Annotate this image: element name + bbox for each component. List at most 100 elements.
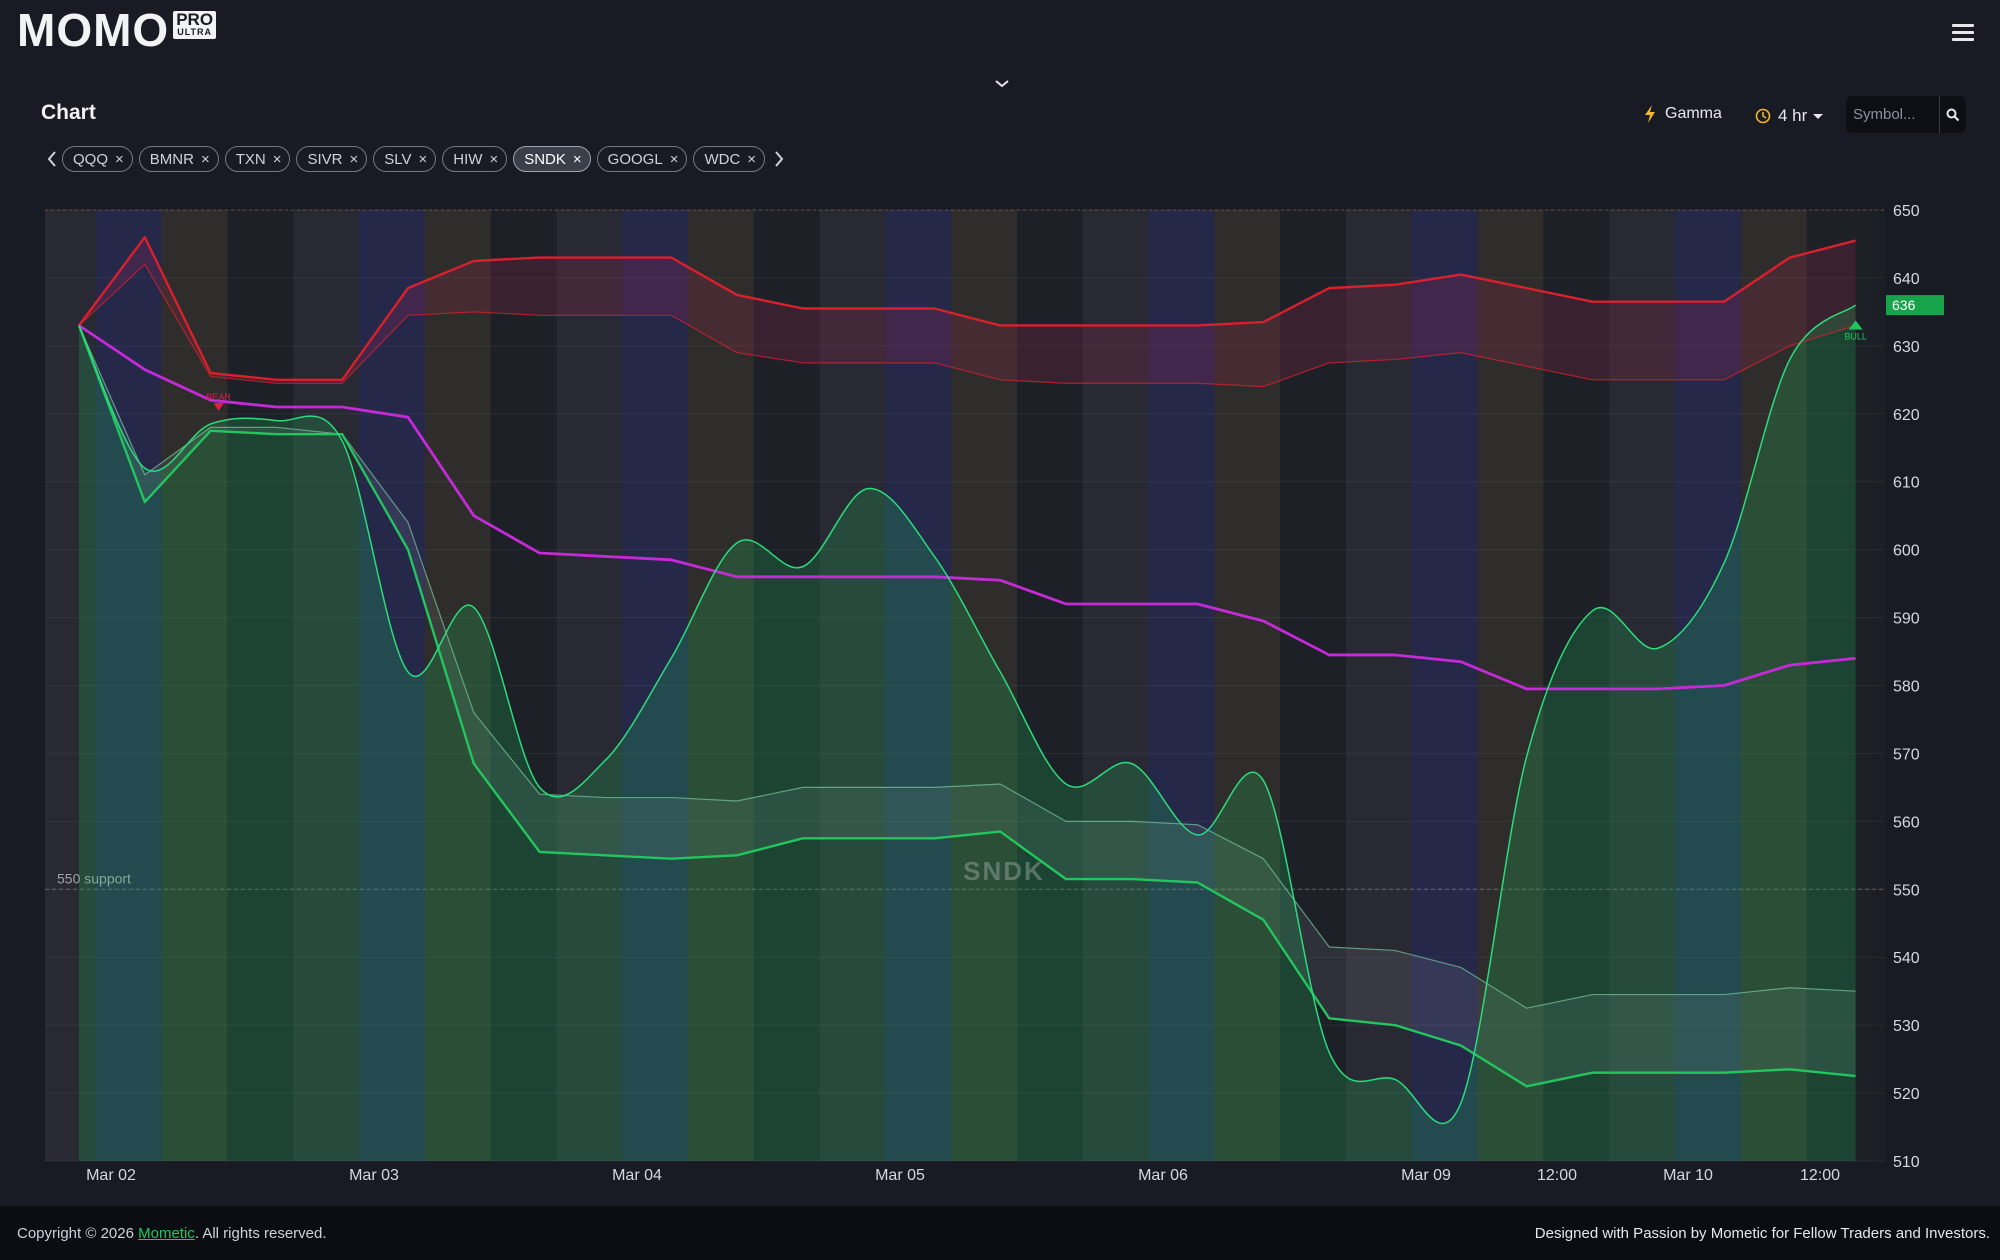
tab-label: WDC [704,150,741,168]
session-band [490,210,557,1161]
x-tick-label: Mar 02 [86,1167,136,1184]
close-icon[interactable]: × [489,150,499,168]
bull-marker-icon [1848,320,1863,330]
y-tick-label: 580 [1893,679,1920,696]
lower-inner-line [78,325,1856,1009]
close-icon[interactable]: × [747,150,757,168]
session-band [951,210,1017,1161]
watermark: SNDK [963,856,1045,886]
page-title: Chart [41,101,96,124]
close-icon[interactable]: × [669,150,679,168]
session-band [1411,210,1478,1161]
close-icon[interactable]: × [572,150,582,168]
upper-band-fill [79,237,1856,387]
tab-label: SLV [384,150,412,168]
y-tick-label: 640 [1893,271,1920,288]
support-label: 550 support [57,870,131,886]
y-tick-label: 610 [1893,475,1920,492]
x-tick-label: Mar 04 [612,1167,662,1184]
tab-qqq[interactable]: QQQ × [62,146,133,172]
close-icon[interactable]: × [418,150,428,168]
tab-wdc[interactable]: WDC × [693,146,766,172]
session-band [1477,210,1544,1161]
close-icon[interactable]: × [115,150,124,168]
session-band [1609,210,1675,1161]
y-tick-label: 650 [1893,203,1920,220]
logo-badge-ultra: ULTRA [177,27,213,37]
logo-badge: PRO ULTRA [173,11,217,39]
session-band [1148,210,1215,1161]
y-tick-label: 620 [1893,407,1920,424]
bear-marker-icon [213,402,224,411]
logo-text: MOMO [17,4,170,56]
tabs-prev-button[interactable] [44,149,60,169]
gamma-label: Gamma [1665,105,1722,122]
close-icon[interactable]: × [272,150,282,168]
price-chart[interactable]: 650 640 630 620 610 600 590 580 570 560 550 540 530 5… [0,195,2000,1206]
tab-label: BMNR [149,150,194,168]
interval-label: 4 hr [1778,106,1808,125]
y-tick-label: 540 [1893,950,1920,967]
gamma-toggle[interactable]: Gamma [1643,104,1722,124]
x-tick-label: 12:00 [1800,1167,1840,1184]
clock-icon [1755,108,1771,124]
y-tick-label: 510 [1893,1154,1920,1171]
session-band [1806,210,1873,1161]
session-band [1017,210,1083,1161]
app-header: MOMO PRO ULTRA [0,0,2000,66]
session-band [424,210,491,1161]
tab-slv[interactable]: SLV × [373,146,437,172]
price-area-fill [79,305,1856,1162]
y-tick-label: 560 [1893,814,1920,831]
footer: Copyright © 2026 Mometic. All rights res… [0,1206,2000,1260]
upper-band-line [78,235,1856,382]
search-button[interactable] [1939,96,1966,133]
session-band [45,210,96,1161]
tabs-next-button[interactable] [771,149,787,169]
logo[interactable]: MOMO PRO ULTRA [17,4,217,56]
chevron-left-icon [47,151,56,167]
caret-down-icon [1813,113,1824,119]
y-tick-label: 570 [1893,746,1920,763]
tab-label: GOOGL [607,150,663,168]
session-band [293,210,359,1161]
session-band [95,210,162,1161]
copyright-prefix: Copyright © 2026 [17,1225,139,1242]
tab-sivr[interactable]: SIVR × [296,146,368,172]
chevron-down-icon[interactable] [993,78,1011,90]
copyright-suffix: . All rights reserved. [194,1225,327,1242]
chevron-right-icon [775,151,784,167]
y-tick-label: 530 [1893,1018,1920,1035]
session-band [753,210,820,1161]
symbol-search-input[interactable] [1846,96,1939,133]
close-icon[interactable]: × [349,150,359,168]
price-line [78,304,1857,1125]
y-tick-label: 590 [1893,611,1920,628]
y-tick-label: 520 [1893,1086,1920,1103]
tab-label: QQQ [73,150,109,168]
tab-sndk[interactable]: SNDK × [513,146,591,172]
x-tick-label: Mar 09 [1401,1167,1451,1184]
interval-dropdown[interactable]: 4 hr [1755,106,1824,126]
session-band [359,210,425,1161]
session-band [227,210,294,1161]
symbol-search [1846,96,1966,133]
tab-bmnr[interactable]: BMNR × [138,146,219,172]
tab-txn[interactable]: TXN × [224,146,291,172]
mometic-link[interactable]: Mometic [138,1225,195,1242]
x-tick-label: Mar 05 [875,1167,925,1184]
upper-inner-line [78,263,1856,388]
session-band [556,210,623,1161]
tab-label: TXN [235,150,266,168]
session-band [1346,210,1412,1161]
price-label: 636 [1892,297,1916,313]
lightning-icon [1645,105,1655,123]
session-band [1214,210,1281,1161]
x-tick-label: Mar 03 [349,1167,399,1184]
close-icon[interactable]: × [200,150,210,168]
tab-googl[interactable]: GOOGL × [596,146,688,172]
session-band [688,210,754,1161]
session-band [1740,210,1807,1161]
tab-hiw[interactable]: HIW × [442,146,508,172]
hamburger-menu-icon[interactable] [1952,24,1974,42]
